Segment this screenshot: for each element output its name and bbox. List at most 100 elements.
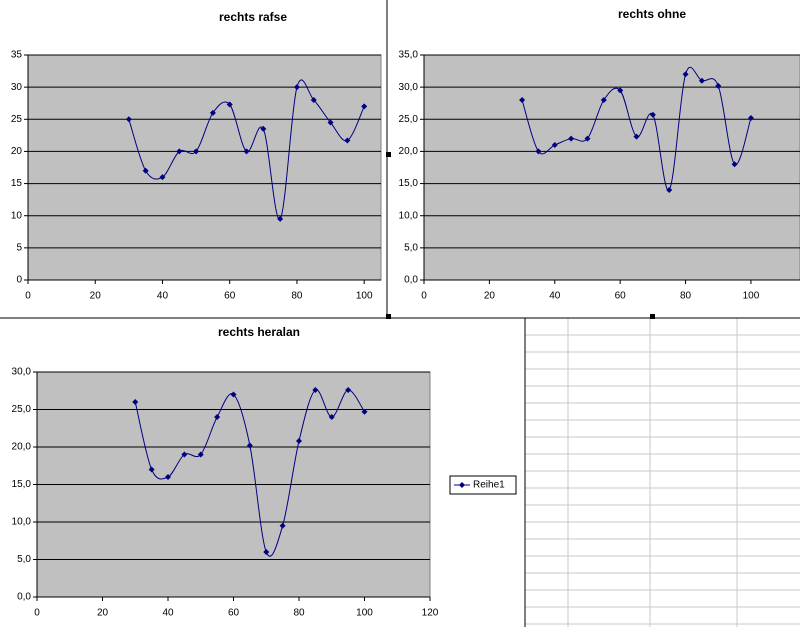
y-tick-label: 20,0: [12, 442, 32, 453]
chart: 0,0 5,0 10,0 15,0 20,0 25,0 30,0 35,0 0 20 40 60 80 1…: [399, 7, 800, 302]
x-tick-label: 100: [743, 291, 760, 302]
data-point: [246, 442, 253, 449]
series-line: [521, 66, 752, 191]
data-point: [551, 142, 558, 148]
data-point: [535, 148, 542, 155]
legend-box: [449, 475, 517, 495]
data-point: [345, 387, 352, 393]
x-tick-label: 120: [422, 608, 439, 619]
data-point: [260, 125, 267, 132]
data-point: [361, 408, 368, 415]
plot-area: [27, 54, 382, 281]
data-point: [214, 414, 221, 420]
chart-title: rechts ohne: [618, 7, 686, 21]
selection-handle: [386, 152, 391, 157]
selection-handle: [386, 314, 391, 319]
y-tick-label: 25,0: [12, 404, 32, 415]
x-tick-label: 40: [549, 291, 561, 302]
x-tick-label: 20: [484, 291, 496, 302]
data-point: [310, 97, 317, 103]
data-point: [344, 137, 351, 144]
data-point: [243, 148, 250, 155]
y-tick-label: 35: [11, 50, 23, 61]
data-point: [263, 549, 270, 555]
x-tick-label: 60: [224, 291, 236, 302]
data-point: [361, 103, 368, 110]
x-tick-label: 40: [157, 291, 169, 302]
data-point: [633, 133, 640, 140]
y-tick-label: 25: [11, 114, 23, 125]
x-tick-label: 0: [421, 291, 427, 302]
y-tick-label: 15,0: [12, 479, 32, 490]
data-point: [125, 116, 132, 123]
y-tick-label: 20: [11, 146, 23, 157]
spreadsheet-grid: [525, 318, 800, 627]
y-tick-label: 5,0: [17, 554, 31, 565]
data-point: [181, 451, 188, 458]
x-tick-label: 80: [293, 608, 305, 619]
chart: 0 5 10 15 20 25 30 35 0 20 40 60 80 100 rechts rafse: [11, 10, 382, 302]
data-point: [165, 474, 171, 480]
data-point: [649, 111, 656, 118]
y-tick-label: 30: [11, 82, 23, 93]
x-tick-label: 60: [228, 608, 240, 619]
x-tick-label: 80: [291, 291, 303, 302]
x-tick-label: 20: [97, 608, 109, 619]
y-tick-label: 15: [11, 178, 23, 189]
chart-title: rechts rafse: [219, 10, 287, 24]
data-point: [209, 109, 216, 116]
data-point: [159, 174, 166, 181]
y-tick-label: 5,0: [404, 242, 418, 253]
series-line: [134, 389, 365, 557]
selection-handle: [650, 314, 655, 319]
data-point: [747, 115, 754, 121]
y-tick-label: 10: [11, 210, 23, 221]
plot-area: [423, 54, 800, 281]
data-point: [312, 387, 319, 393]
y-tick-label: 25,0: [399, 114, 419, 125]
data-point: [293, 84, 300, 91]
data-point: [296, 438, 302, 444]
data-point: [142, 167, 149, 174]
data-point: [277, 215, 284, 222]
data-point: [519, 97, 526, 103]
x-tick-label: 80: [680, 291, 692, 302]
data-point: [226, 101, 233, 108]
y-tick-label: 0: [16, 275, 22, 286]
data-point: [666, 187, 673, 193]
y-tick-label: 0,0: [404, 275, 418, 286]
y-tick-label: 30,0: [399, 82, 419, 93]
data-point: [617, 87, 624, 94]
x-tick-label: 0: [34, 608, 40, 619]
chart-title: rechts heralan: [218, 325, 300, 339]
legend-label: Reihe1: [473, 480, 505, 491]
data-point: [132, 399, 139, 405]
y-tick-label: 15,0: [399, 178, 419, 189]
y-tick-label: 5: [16, 242, 22, 253]
data-point: [148, 466, 155, 473]
data-point: [584, 135, 591, 142]
y-tick-label: 35,0: [399, 50, 419, 61]
data-point: [600, 97, 607, 103]
data-point: [715, 82, 722, 89]
data-point: [731, 161, 738, 168]
x-tick-label: 60: [615, 291, 627, 302]
y-tick-label: 10,0: [12, 517, 32, 528]
chart: 0,0 5,0 10,0 15,0 20,0 25,0 30,0 0 20 40 60 80 100 12…: [12, 325, 517, 619]
data-point: [327, 119, 334, 126]
y-tick-label: 30,0: [12, 367, 32, 378]
data-point: [328, 414, 335, 420]
legend-marker: [459, 482, 465, 488]
x-tick-label: 40: [162, 608, 174, 619]
data-point: [197, 451, 204, 458]
x-tick-label: 0: [25, 291, 31, 302]
data-point: [568, 135, 575, 142]
data-point: [279, 522, 286, 529]
x-tick-label: 20: [90, 291, 102, 302]
x-tick-label: 100: [356, 608, 373, 619]
y-tick-label: 10,0: [399, 210, 419, 221]
data-point: [193, 148, 200, 155]
data-point: [682, 71, 689, 78]
x-tick-label: 100: [356, 291, 373, 302]
